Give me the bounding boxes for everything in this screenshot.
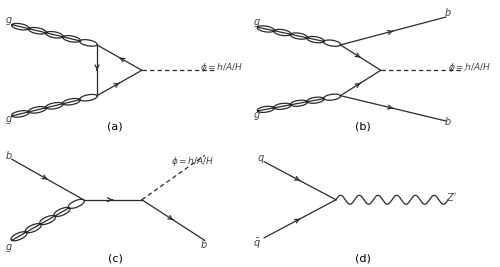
Text: $q$: $q$ [258,153,266,165]
Text: $\phi = h/A/H$: $\phi = h/A/H$ [200,61,244,74]
Text: $b$: $b$ [444,6,452,18]
Text: (d): (d) [355,254,371,264]
Text: $g$: $g$ [253,110,261,122]
Text: $g$: $g$ [5,114,13,126]
Text: $\bar{q}$: $\bar{q}$ [253,237,261,251]
Text: $g$: $g$ [5,242,13,254]
Text: (c): (c) [108,254,122,264]
Text: $Z^{\prime}$: $Z^{\prime}$ [446,191,458,203]
Text: $b$: $b$ [200,238,208,250]
Text: (a): (a) [107,122,123,132]
Text: $\phi = h/A/H$: $\phi = h/A/H$ [171,155,214,168]
Text: (b): (b) [355,122,370,132]
Text: $b$: $b$ [5,150,12,161]
Text: $g$: $g$ [253,17,261,29]
Text: $b$: $b$ [444,115,452,127]
Text: $\phi = h/A/H$: $\phi = h/A/H$ [448,61,492,74]
Text: $g$: $g$ [5,15,13,27]
